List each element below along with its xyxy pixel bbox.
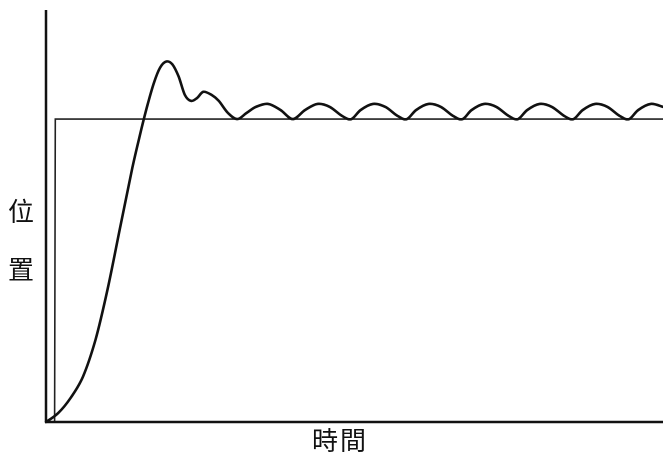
y-axis-label-char-2: 置 — [8, 256, 35, 286]
x-axis-label: 時間 — [312, 427, 369, 457]
series-line-response — [44, 60, 663, 424]
series-line-setpoint — [46, 118, 663, 423]
y-axis-label-char-1: 位 — [8, 198, 35, 228]
plot-area — [44, 60, 663, 424]
